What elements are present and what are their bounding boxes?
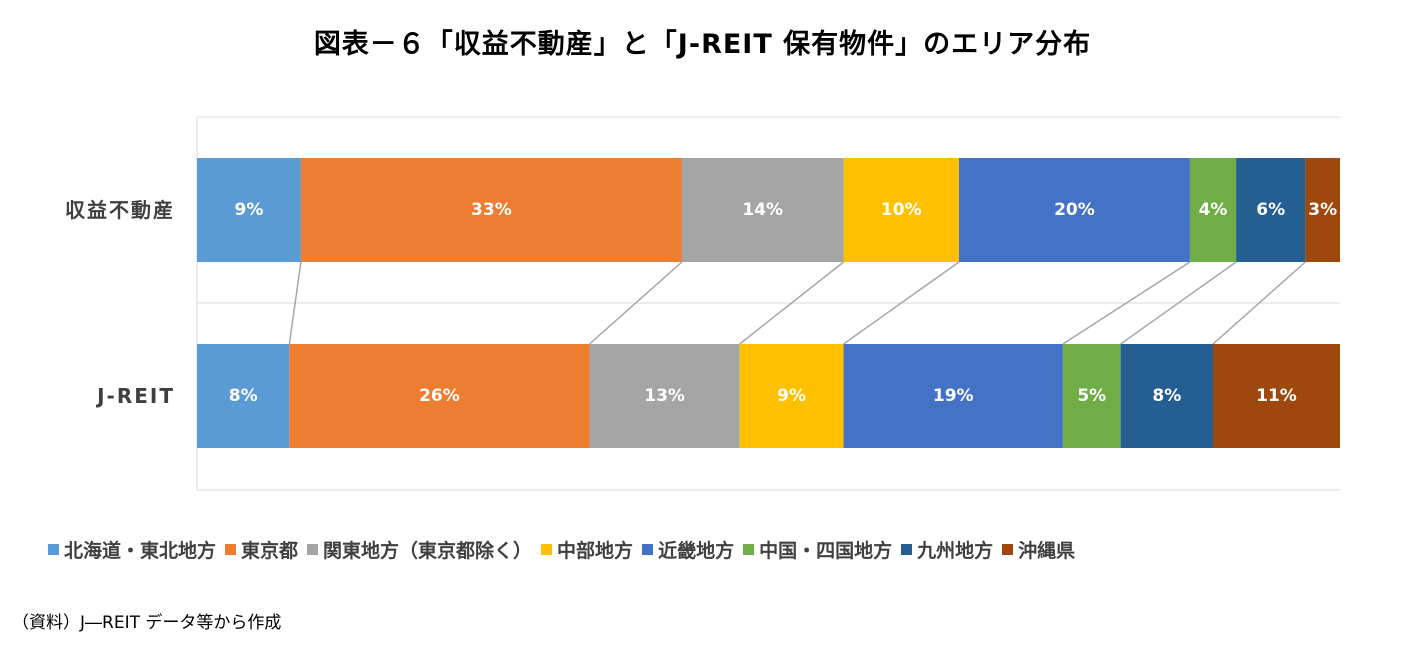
legend-item: 東京都 [225, 536, 298, 563]
series-line [1062, 261, 1191, 345]
data-label: 9% [777, 386, 806, 406]
data-label: 13% [644, 386, 685, 406]
series-line [843, 261, 960, 345]
legend-item: 中国・四国地方 [743, 536, 892, 563]
bar-segment [1305, 158, 1340, 262]
bar-segment [289, 344, 590, 448]
legend-item: 北海道・東北地方 [48, 536, 216, 563]
series-line [1120, 261, 1237, 345]
legend-item: 沖縄県 [1002, 536, 1075, 563]
series-line [1212, 261, 1306, 345]
data-label: 5% [1077, 386, 1106, 406]
stacked-bar-chart: 9% 33% 14% 10% 20% 4% 6% 3% 収益不動産 8% 26% 13% 9% 19% 5%… [65, 116, 1340, 491]
legend-item: 近畿地方 [642, 536, 734, 563]
legend-item: 中部地方 [541, 536, 633, 563]
data-label: 20% [1054, 200, 1095, 220]
bar-segment [1120, 344, 1213, 448]
legend-swatch [642, 543, 654, 555]
bar-segment [197, 344, 290, 448]
series-line [589, 261, 683, 345]
legend-swatch [48, 543, 59, 555]
legend-label: 中部地方 [557, 539, 634, 562]
data-label: 26% [419, 386, 460, 406]
legend-item: 関東地方（東京都除く） [307, 536, 532, 563]
bar-segment [1189, 158, 1237, 262]
bar-segment [681, 158, 844, 262]
data-label: 8% [229, 386, 258, 406]
bar-segment [843, 344, 1063, 448]
bar-segment [1213, 344, 1340, 448]
legend-swatch [307, 543, 319, 555]
data-label: 11% [1256, 386, 1297, 406]
data-label: 9% [235, 200, 264, 220]
bar-segment [843, 158, 959, 262]
category-label: J-REIT [95, 384, 175, 408]
bar-segment [197, 158, 301, 262]
legend-label: 近畿地方 [658, 539, 735, 562]
bar-segment [300, 158, 682, 262]
legend-item: 九州地方 [901, 536, 993, 563]
legend: 北海道・東北地方 東京都 関東地方（東京都除く） 中部地方 近畿地方 中国・四国地方 九州地… [48, 534, 1084, 564]
data-label: 10% [881, 200, 922, 220]
legend-label: 北海道・東北地方 [64, 539, 217, 562]
legend-label: 東京都 [241, 539, 299, 562]
bar-segment [589, 344, 740, 448]
series-line [739, 261, 845, 345]
legend-swatch [743, 543, 755, 555]
bar-segment [1062, 344, 1121, 448]
category-label: 収益不動産 [65, 198, 175, 222]
legend-label: 関東地方（東京都除く） [323, 539, 533, 562]
data-label: 3% [1308, 200, 1337, 220]
legend-label: 中国・四国地方 [759, 539, 893, 562]
legend-swatch [1002, 543, 1014, 555]
series-line [288, 261, 302, 345]
source-note: （資料）J―REIT データ等から作成 [12, 613, 282, 633]
data-label: 33% [471, 200, 512, 220]
data-label: 4% [1199, 200, 1228, 220]
bar-segment [739, 344, 844, 448]
data-label: 8% [1152, 386, 1181, 406]
legend-swatch [225, 543, 237, 555]
data-label: 6% [1256, 200, 1285, 220]
legend-swatch [901, 543, 913, 555]
data-label: 14% [742, 200, 783, 220]
legend-label: 沖縄県 [1018, 539, 1076, 562]
data-label: 19% [933, 386, 974, 406]
legend-swatch [541, 543, 553, 555]
chart-title: 図表－６「収益不動産」と「J-REIT 保有物件」のエリア分布 [313, 29, 1092, 60]
bar-segment [959, 158, 1190, 262]
legend-label: 九州地方 [917, 539, 994, 562]
bar-segment [1236, 158, 1306, 262]
